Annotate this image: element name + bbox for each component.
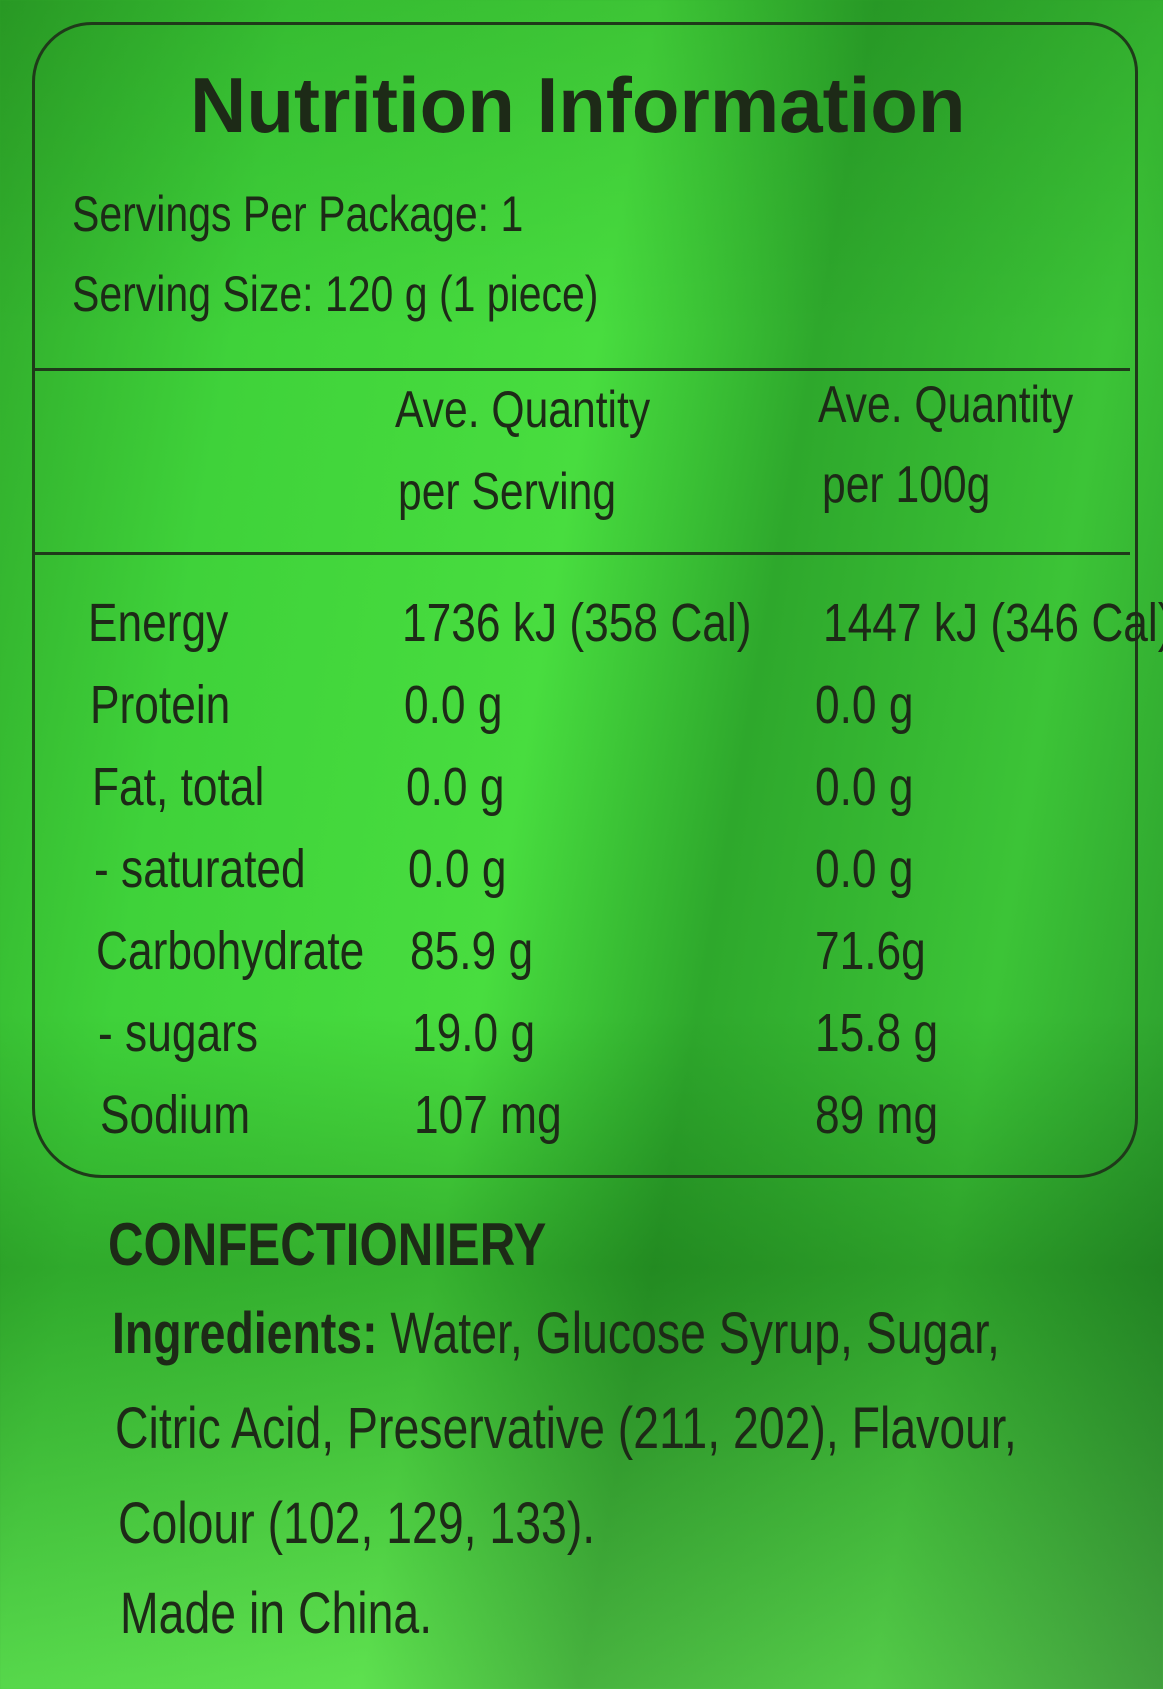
per-serving-value: 19.0 g bbox=[412, 1003, 536, 1063]
divider bbox=[35, 552, 1130, 555]
nutrition-panel-border bbox=[32, 22, 1138, 1178]
ingredients-line-2: Citric Acid, Preservative (211, 202), Fl… bbox=[115, 1396, 1017, 1461]
row-label: Energy bbox=[88, 593, 229, 653]
origin-text: Made in China. bbox=[120, 1581, 433, 1646]
per-serving-value: 1736 kJ (358 Cal) bbox=[402, 593, 752, 653]
per-100g-value: 15.8 g bbox=[815, 1003, 939, 1063]
row-label: Carbohydrate bbox=[96, 921, 365, 981]
col-header-per-100g-2: per 100g bbox=[822, 456, 991, 514]
per-100g-value: 71.6g bbox=[815, 921, 926, 981]
per-100g-value: 89 mg bbox=[815, 1085, 939, 1145]
serving-size: Serving Size: 120 g (1 piece) bbox=[72, 266, 599, 322]
per-100g-value: 1447 kJ (346 Cal) bbox=[823, 593, 1163, 653]
col-header-per-serving-1: Ave. Quantity bbox=[395, 381, 651, 439]
divider bbox=[35, 368, 1130, 371]
row-label: Sodium bbox=[100, 1085, 251, 1145]
category-heading: CONFECTIONIERY bbox=[108, 1211, 547, 1278]
per-serving-value: 0.0 g bbox=[408, 839, 507, 899]
ingredients-label: Ingredients: bbox=[112, 1301, 378, 1366]
per-100g-value: 0.0 g bbox=[815, 675, 914, 735]
ingredients-line-3: Colour (102, 129, 133). bbox=[118, 1491, 596, 1556]
col-header-per-100g-1: Ave. Quantity bbox=[818, 376, 1074, 434]
per-serving-value: 0.0 g bbox=[404, 675, 503, 735]
servings-per-package: Servings Per Package: 1 bbox=[72, 186, 524, 242]
per-100g-value: 0.0 g bbox=[815, 757, 914, 817]
row-label: - sugars bbox=[98, 1003, 258, 1063]
per-serving-value: 0.0 g bbox=[406, 757, 505, 817]
ingredients-line-1: Ingredients: Water, Glucose Syrup, Sugar… bbox=[112, 1300, 1000, 1367]
per-serving-value: 107 mg bbox=[414, 1085, 562, 1145]
row-label: Protein bbox=[90, 675, 231, 735]
per-serving-value: 85.9 g bbox=[410, 921, 534, 981]
row-label: - saturated bbox=[94, 839, 306, 899]
row-label: Fat, total bbox=[92, 757, 265, 817]
per-100g-value: 0.0 g bbox=[815, 839, 914, 899]
ingredients-text: Water, Glucose Syrup, Sugar, bbox=[377, 1301, 1000, 1366]
col-header-per-serving-2: per Serving bbox=[398, 463, 617, 521]
panel-title: Nutrition Information bbox=[190, 61, 966, 149]
